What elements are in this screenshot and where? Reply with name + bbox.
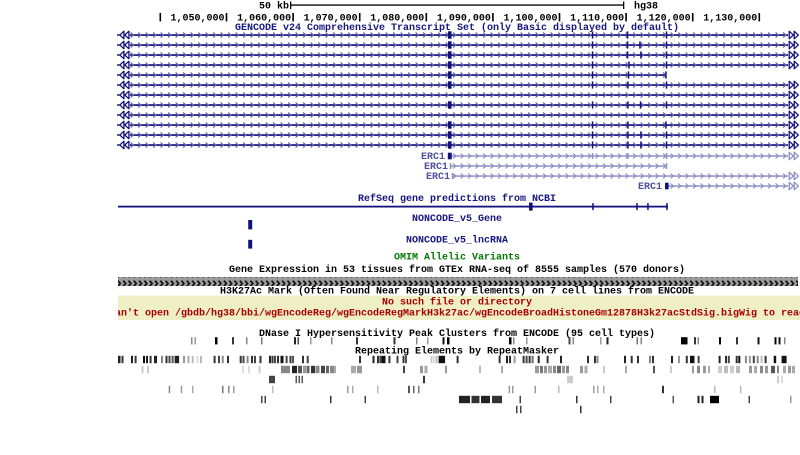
- svg-text:50 kb: 50 kb: [259, 1, 289, 13]
- svg-text:1,120,000: 1,120,000: [637, 14, 691, 25]
- svg-text:ERC1: ERC1: [638, 182, 662, 193]
- svg-text:H3K27Ac Mark (Often Found Near: H3K27Ac Mark (Often Found Near Regulator…: [220, 286, 694, 298]
- svg-text:RefSeq gene predictions from N: RefSeq gene predictions from NCBI: [358, 193, 556, 205]
- svg-text:1,060,000: 1,060,000: [237, 14, 291, 25]
- svg-text:OMIM Allelic Variants: OMIM Allelic Variants: [394, 252, 520, 264]
- svg-text:1,090,000: 1,090,000: [437, 14, 491, 25]
- svg-text:DNase I Hypersensitivity Peak: DNase I Hypersensitivity Peak Clusters f…: [259, 328, 655, 340]
- svg-text:1,050,000: 1,050,000: [170, 14, 224, 25]
- svg-text:1,080,000: 1,080,000: [370, 14, 424, 25]
- svg-text:ERC1: ERC1: [424, 162, 448, 173]
- svg-text:1,100,000: 1,100,000: [503, 14, 557, 25]
- svg-text:1,130,000: 1,130,000: [703, 14, 757, 25]
- svg-text:No such file or directory: No such file or directory: [382, 297, 532, 309]
- svg-text:1,110,000: 1,110,000: [570, 14, 624, 25]
- svg-text:ERC1: ERC1: [426, 172, 450, 183]
- svg-text:Repeating Elements by RepeatMa: Repeating Elements by RepeatMasker: [355, 346, 559, 358]
- svg-text:NONCODE_v5_Gene: NONCODE_v5_Gene: [412, 214, 502, 225]
- svg-text:hg38: hg38: [634, 1, 658, 13]
- svg-text:Gene Expression in 53 tissues: Gene Expression in 53 tissues from GTEx …: [229, 264, 685, 276]
- svg-text:ERC1: ERC1: [421, 152, 445, 163]
- svg-text:NONCODE_v5_lncRNA: NONCODE_v5_lncRNA: [406, 235, 508, 247]
- svg-text:1,070,000: 1,070,000: [304, 14, 358, 25]
- svg-text:can't open /gbdb/hg38/bbi/wgEn: can't open /gbdb/hg38/bbi/wgEncodeReg/wg…: [109, 307, 800, 319]
